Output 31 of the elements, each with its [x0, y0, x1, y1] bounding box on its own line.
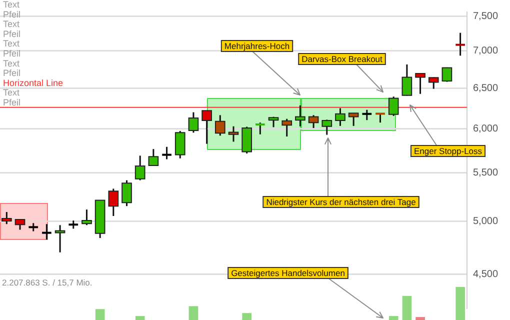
y-tick-label: 6,500	[472, 83, 498, 94]
annotation: Pfeil	[3, 9, 21, 20]
y-tick-label: 7,500	[472, 10, 498, 22]
annotation: Pfeil	[3, 48, 21, 58]
annotation: Text	[3, 88, 20, 98]
annotation: Text	[3, 58, 20, 68]
text: Text	[3, 0, 20, 10]
bar	[95, 309, 105, 320]
y-tick-label: 5,500	[472, 168, 498, 179]
bar	[135, 316, 145, 320]
candlestick	[454, 32, 466, 56]
annotation: Enger Stopp-Loss	[414, 146, 482, 156]
y-tick-label: 5,000	[472, 216, 498, 227]
bar	[416, 317, 425, 320]
bar	[388, 316, 398, 320]
y-tick-label: 4,500	[472, 269, 498, 280]
y-tick-label: 7,000	[472, 46, 498, 57]
annotation: Darvas-Box Breakout	[302, 54, 384, 64]
y-tick-label: 6,000	[472, 124, 498, 135]
bar	[456, 287, 465, 320]
bar	[188, 306, 198, 320]
annotation: Text	[3, 38, 20, 49]
annotation: Mehrjahres-Hoch	[224, 40, 290, 51]
annotation: Pfeil	[3, 28, 21, 39]
annotation: Pfeil	[3, 68, 21, 78]
annotation: Gesteigertes Handelsvolumen	[231, 268, 346, 278]
bar	[242, 313, 252, 320]
bar	[402, 296, 412, 320]
annotation: 2.207.863 S. / 15,7 Mio.	[2, 277, 92, 288]
annotation: Text	[3, 19, 20, 30]
ref-line-label: Horizontal Line	[3, 78, 64, 88]
